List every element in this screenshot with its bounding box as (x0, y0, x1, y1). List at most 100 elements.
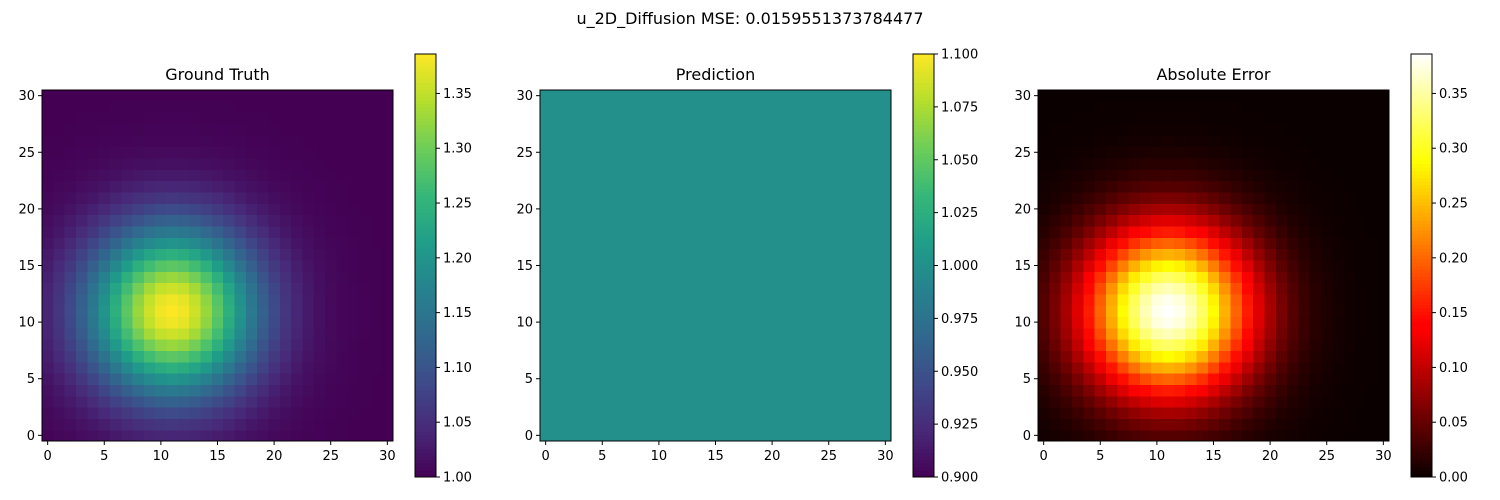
heatmap-cell (698, 101, 711, 114)
heatmap-cell (573, 350, 586, 363)
heatmap-cell (234, 169, 247, 182)
heatmap-cell (551, 169, 564, 182)
heatmap-cell (879, 305, 892, 318)
colorbar-band (913, 138, 934, 143)
heatmap-cell (132, 101, 145, 114)
heatmap-cell (155, 101, 168, 114)
heatmap-cell (573, 135, 586, 148)
heatmap-cell (789, 282, 802, 295)
heatmap-cell (1253, 418, 1266, 431)
heatmap-cell (823, 112, 835, 125)
heatmap-cell (868, 316, 881, 329)
heatmap-cell (1253, 90, 1266, 102)
heatmap-cell (211, 237, 224, 250)
heatmap-cell (1287, 327, 1300, 340)
heatmap-cell (1343, 316, 1356, 329)
heatmap-cell (755, 407, 768, 419)
colorbar-band (415, 410, 436, 415)
heatmap-cell (721, 135, 734, 148)
heatmap-cell (585, 237, 598, 250)
heatmap-cell (687, 361, 700, 374)
heatmap-cell (1366, 225, 1379, 238)
heatmap-cell (743, 327, 756, 340)
heatmap-cell (1253, 407, 1266, 419)
heatmap-cell (325, 327, 337, 340)
heatmap-cell (1343, 214, 1356, 227)
colorbar-band (415, 431, 436, 436)
heatmap-cell (347, 203, 360, 216)
heatmap-cell (1321, 191, 1333, 204)
heatmap-cell (211, 214, 224, 227)
heatmap-cell (268, 350, 281, 363)
heatmap-cell (98, 350, 111, 363)
heatmap-cell (189, 191, 202, 204)
heatmap-cell (698, 112, 711, 125)
heatmap-cell (53, 214, 66, 227)
heatmap-cell (1083, 237, 1096, 250)
heatmap-cell (1071, 225, 1084, 238)
heatmap-cell (1219, 305, 1232, 318)
heatmap-cell (257, 157, 270, 170)
colorbar-band (1411, 318, 1432, 323)
heatmap-cell (325, 293, 337, 306)
colorbar-band (913, 142, 934, 147)
heatmap-cell (562, 429, 575, 442)
heatmap-cell (573, 373, 586, 385)
heatmap-cell (857, 305, 869, 318)
heatmap-cell (302, 293, 315, 306)
heatmap-cell (200, 90, 213, 102)
heatmap-cell (721, 112, 734, 125)
heatmap-cell (845, 112, 858, 125)
colorbar-band (913, 276, 934, 281)
heatmap-cell (109, 293, 122, 306)
heatmap-cell (1230, 169, 1243, 182)
heatmap-cell (200, 157, 213, 170)
heatmap-cell (596, 237, 609, 250)
heatmap-cell (313, 123, 326, 136)
heatmap-cell (619, 407, 632, 419)
heatmap-cell (1264, 384, 1277, 397)
colorbar-tick-label: 1.30 (443, 142, 472, 157)
heatmap-cell (1105, 350, 1118, 363)
colorbar-band (415, 237, 436, 242)
heatmap-cell (291, 237, 304, 250)
heatmap-cell (1038, 259, 1050, 272)
colorbar-band (415, 71, 436, 76)
heatmap-cell (823, 259, 835, 272)
heatmap-cell (1230, 225, 1243, 238)
heatmap-cell (1117, 339, 1130, 352)
heatmap-cell (1139, 316, 1152, 329)
colorbar-band (1411, 272, 1432, 277)
heatmap-cell (336, 271, 349, 284)
heatmap-cell (1083, 225, 1096, 238)
heatmap-cell (766, 191, 779, 204)
heatmap-cell (573, 327, 586, 340)
heatmap-cell (823, 361, 835, 374)
heatmap-cell (1219, 214, 1232, 227)
heatmap-cell (1343, 305, 1356, 318)
heatmap-cell (596, 395, 609, 408)
heatmap-cell (223, 395, 236, 408)
heatmap-cell (370, 339, 383, 352)
heatmap-cell (675, 203, 688, 216)
heatmap-cell (1105, 384, 1118, 397)
heatmap-cell (1230, 373, 1243, 385)
heatmap-cell (721, 169, 734, 182)
heatmap-cell (313, 146, 326, 159)
heatmap-cell (1128, 123, 1141, 136)
heatmap-cell (1162, 407, 1175, 419)
heatmap-cell (313, 248, 326, 261)
heatmap-cell (630, 225, 643, 238)
heatmap-cell (98, 101, 111, 114)
heatmap-cell (800, 169, 813, 182)
heatmap-cell (64, 123, 77, 136)
colorbar-band (1411, 159, 1432, 164)
heatmap-cell (75, 373, 88, 385)
heatmap-cell (573, 101, 586, 114)
heatmap-cell (868, 123, 881, 136)
heatmap-cell (1060, 407, 1073, 419)
heatmap-cell (313, 225, 326, 238)
heatmap-cell (1105, 248, 1118, 261)
heatmap-cell (789, 248, 802, 261)
heatmap-cell (223, 259, 236, 272)
